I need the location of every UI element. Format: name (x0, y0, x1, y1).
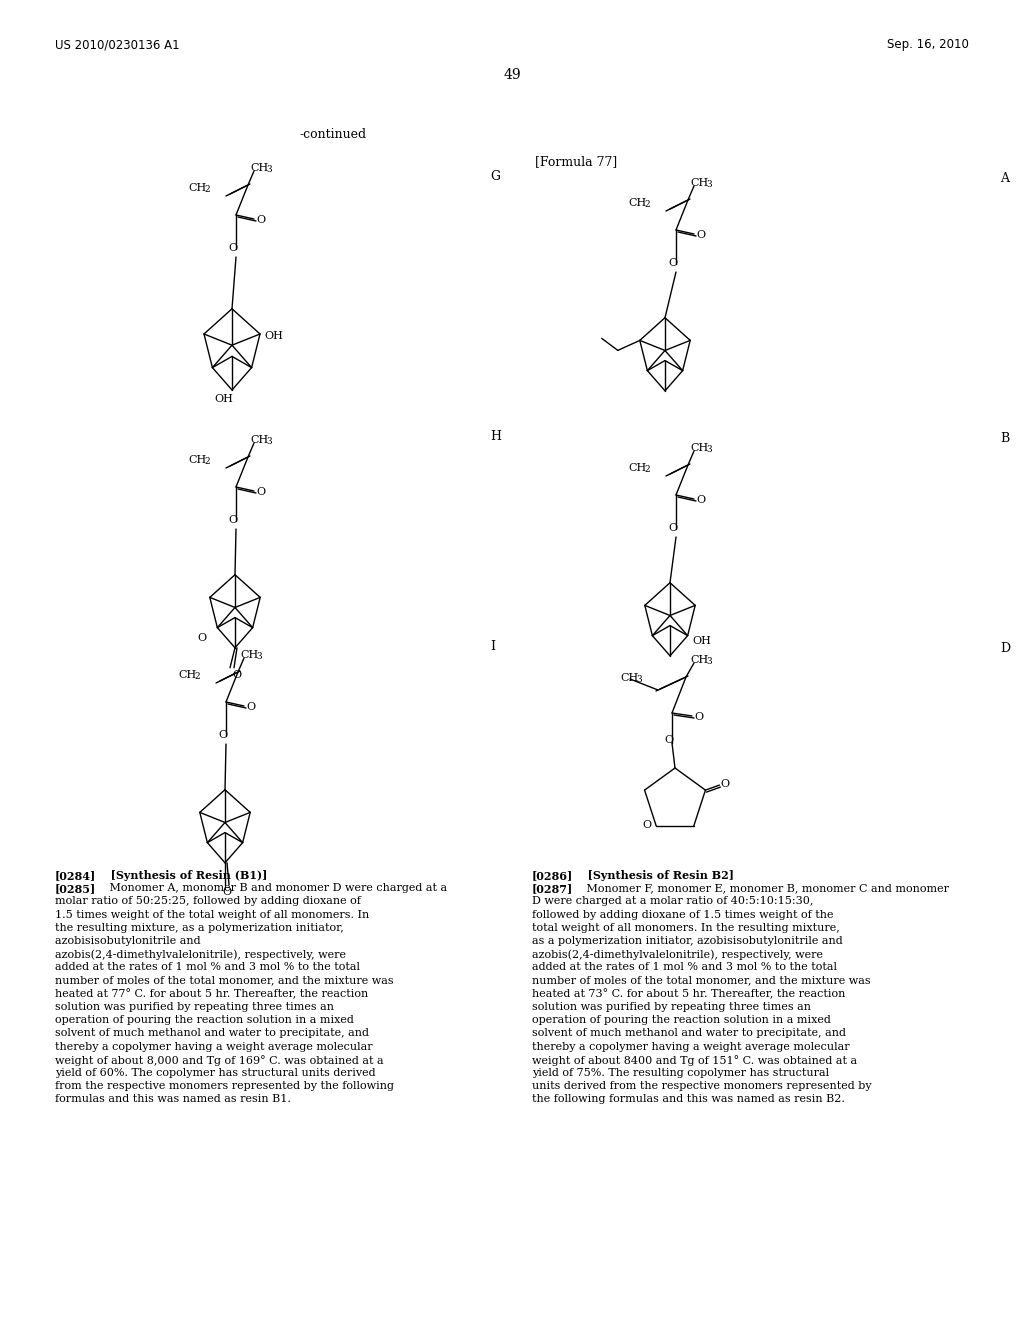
Text: O: O (218, 730, 227, 741)
Text: G: G (490, 170, 500, 183)
Text: 3: 3 (706, 180, 712, 189)
Text: 3: 3 (266, 165, 271, 174)
Text: OH: OH (692, 636, 712, 645)
Text: O: O (642, 820, 651, 830)
Text: yield of 75%. The resulting copolymer has structural: yield of 75%. The resulting copolymer ha… (532, 1068, 829, 1078)
Text: from the respective monomers represented by the following: from the respective monomers represented… (55, 1081, 394, 1092)
Text: H: H (490, 430, 501, 444)
Text: azobis(2,4-dimethylvalelonitrile), respectively, were: azobis(2,4-dimethylvalelonitrile), respe… (532, 949, 823, 960)
Text: number of moles of the total monomer, and the mixture was: number of moles of the total monomer, an… (532, 975, 870, 986)
Text: CH: CH (240, 649, 258, 660)
Text: O: O (721, 779, 729, 789)
Text: followed by adding dioxane of 1.5 times weight of the: followed by adding dioxane of 1.5 times … (532, 909, 834, 920)
Text: added at the rates of 1 mol % and 3 mol % to the total: added at the rates of 1 mol % and 3 mol … (532, 962, 837, 973)
Text: formulas and this was named as resin B1.: formulas and this was named as resin B1. (55, 1094, 291, 1105)
Text: [Formula 77]: [Formula 77] (535, 154, 617, 168)
Text: Monomer F, monomer E, monomer B, monomer C and monomer: Monomer F, monomer E, monomer B, monomer… (575, 883, 949, 894)
Text: A: A (1000, 172, 1009, 185)
Text: Monomer A, monomer B and monomer D were charged at a: Monomer A, monomer B and monomer D were … (99, 883, 447, 894)
Text: CH: CH (188, 183, 206, 193)
Text: number of moles of the total monomer, and the mixture was: number of moles of the total monomer, an… (55, 975, 393, 986)
Text: the resulting mixture, as a polymerization initiator,: the resulting mixture, as a polymerizati… (55, 923, 344, 933)
Text: 2: 2 (194, 672, 200, 681)
Text: 2: 2 (204, 185, 210, 194)
Text: CH: CH (178, 671, 197, 680)
Text: CH: CH (620, 673, 638, 682)
Text: azobisisobutylonitrile and: azobisisobutylonitrile and (55, 936, 201, 946)
Text: [0286]: [0286] (532, 870, 573, 880)
Text: 2: 2 (204, 457, 210, 466)
Text: 3: 3 (706, 445, 712, 454)
Text: O: O (222, 887, 231, 896)
Text: 3: 3 (266, 437, 271, 446)
Text: 1.5 times weight of the total weight of all monomers. In: 1.5 times weight of the total weight of … (55, 909, 370, 920)
Text: O: O (256, 215, 265, 224)
Text: O: O (668, 257, 677, 268)
Text: O: O (232, 669, 241, 680)
Text: O: O (664, 735, 673, 744)
Text: O: O (228, 515, 238, 525)
Text: molar ratio of 50:25:25, followed by adding dioxane of: molar ratio of 50:25:25, followed by add… (55, 896, 360, 907)
Text: 2: 2 (644, 201, 649, 209)
Text: O: O (228, 243, 238, 253)
Text: O: O (256, 487, 265, 498)
Text: O: O (696, 230, 706, 240)
Text: O: O (246, 702, 255, 711)
Text: solution was purified by repeating three times an: solution was purified by repeating three… (55, 1002, 334, 1012)
Text: CH: CH (690, 655, 709, 665)
Text: O: O (668, 523, 677, 533)
Text: 3: 3 (256, 652, 261, 661)
Text: OH: OH (264, 331, 283, 341)
Text: operation of pouring the reaction solution in a mixed: operation of pouring the reaction soluti… (532, 1015, 830, 1026)
Text: total weight of all monomers. In the resulting mixture,: total weight of all monomers. In the res… (532, 923, 840, 933)
Text: azobis(2,4-dimethylvalelonitrile), respectively, were: azobis(2,4-dimethylvalelonitrile), respe… (55, 949, 346, 960)
Text: solution was purified by repeating three times an: solution was purified by repeating three… (532, 1002, 811, 1012)
Text: 49: 49 (503, 69, 521, 82)
Text: units derived from the respective monomers represented by: units derived from the respective monome… (532, 1081, 871, 1092)
Text: O: O (198, 632, 207, 643)
Text: CH: CH (628, 198, 646, 209)
Text: heated at 73° C. for about 5 hr. Thereafter, the reaction: heated at 73° C. for about 5 hr. Thereaf… (532, 989, 846, 999)
Text: [Synthesis of Resin (B1)]: [Synthesis of Resin (B1)] (99, 870, 267, 880)
Text: I: I (490, 640, 495, 653)
Text: 3: 3 (636, 675, 642, 684)
Text: thereby a copolymer having a weight average molecular: thereby a copolymer having a weight aver… (55, 1041, 373, 1052)
Text: weight of about 8400 and Tg of 151° C. was obtained at a: weight of about 8400 and Tg of 151° C. w… (532, 1055, 857, 1065)
Text: solvent of much methanol and water to precipitate, and: solvent of much methanol and water to pr… (55, 1028, 369, 1039)
Text: yield of 60%. The copolymer has structural units derived: yield of 60%. The copolymer has structur… (55, 1068, 376, 1078)
Text: solvent of much methanol and water to precipitate, and: solvent of much methanol and water to pr… (532, 1028, 846, 1039)
Text: -continued: -continued (300, 128, 368, 141)
Text: [0284]: [0284] (55, 870, 96, 880)
Text: heated at 77° C. for about 5 hr. Thereafter, the reaction: heated at 77° C. for about 5 hr. Thereaf… (55, 989, 369, 999)
Text: [Synthesis of Resin B2]: [Synthesis of Resin B2] (575, 870, 734, 880)
Text: D were charged at a molar ratio of 40:5:10:15:30,: D were charged at a molar ratio of 40:5:… (532, 896, 813, 907)
Text: weight of about 8,000 and Tg of 169° C. was obtained at a: weight of about 8,000 and Tg of 169° C. … (55, 1055, 384, 1065)
Text: 3: 3 (706, 657, 712, 667)
Text: added at the rates of 1 mol % and 3 mol % to the total: added at the rates of 1 mol % and 3 mol … (55, 962, 360, 973)
Text: CH: CH (250, 162, 268, 173)
Text: O: O (694, 711, 703, 722)
Text: the following formulas and this was named as resin B2.: the following formulas and this was name… (532, 1094, 845, 1105)
Text: CH: CH (690, 444, 709, 453)
Text: OH: OH (214, 393, 232, 404)
Text: as a polymerization initiator, azobisisobutylonitrile and: as a polymerization initiator, azobisiso… (532, 936, 843, 946)
Text: CH: CH (690, 178, 709, 187)
Text: US 2010/0230136 A1: US 2010/0230136 A1 (55, 38, 179, 51)
Text: CH: CH (628, 463, 646, 473)
Text: [0287]: [0287] (532, 883, 573, 894)
Text: CH: CH (188, 455, 206, 465)
Text: thereby a copolymer having a weight average molecular: thereby a copolymer having a weight aver… (532, 1041, 850, 1052)
Text: [0285]: [0285] (55, 883, 96, 894)
Text: 2: 2 (644, 465, 649, 474)
Text: B: B (1000, 432, 1010, 445)
Text: CH: CH (250, 436, 268, 445)
Text: O: O (696, 495, 706, 506)
Text: D: D (1000, 642, 1010, 655)
Text: operation of pouring the reaction solution in a mixed: operation of pouring the reaction soluti… (55, 1015, 354, 1026)
Text: Sep. 16, 2010: Sep. 16, 2010 (887, 38, 969, 51)
